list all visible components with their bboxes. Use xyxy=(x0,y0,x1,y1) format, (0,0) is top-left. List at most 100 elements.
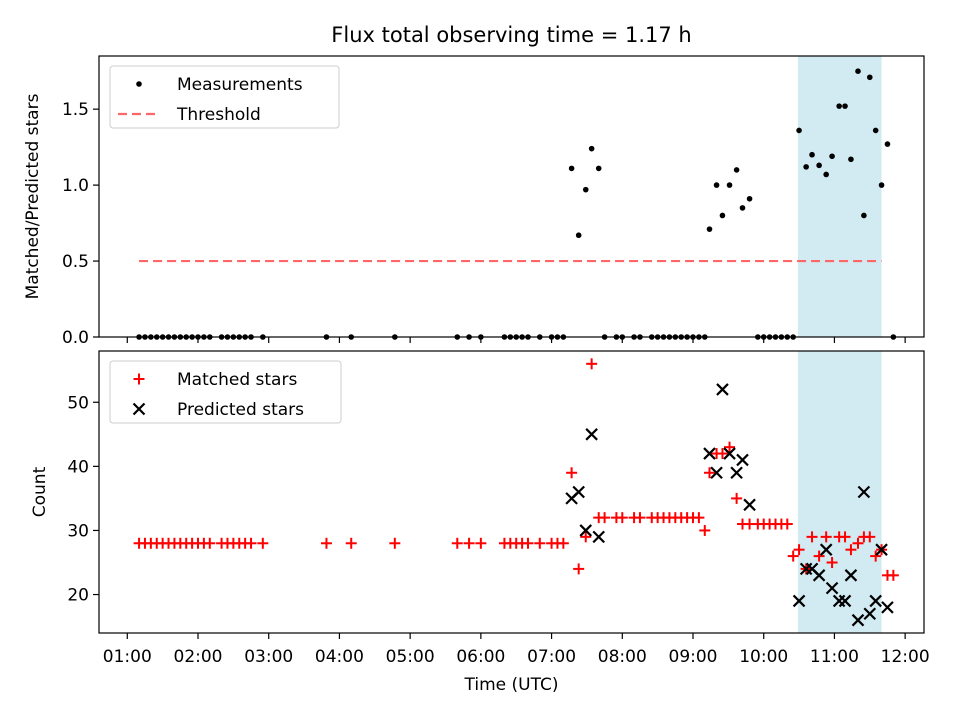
legend-marker xyxy=(132,402,146,416)
data-point-stroke xyxy=(743,498,756,512)
legend-box xyxy=(109,65,340,129)
data-point xyxy=(599,512,611,524)
data-point xyxy=(826,557,838,568)
data-point xyxy=(703,447,716,460)
data-point xyxy=(836,103,842,109)
data-point xyxy=(733,167,740,173)
y-axis-title: Matched/Predicted stars xyxy=(23,93,43,299)
data-point xyxy=(863,607,877,621)
legend-label: Predicted stars xyxy=(177,400,304,420)
x-tick-label: 02:00 xyxy=(174,647,223,667)
data-point xyxy=(204,537,216,549)
legend-label: Measurements xyxy=(177,75,303,95)
x-tick-label: 07:00 xyxy=(527,647,576,667)
data-point-stroke xyxy=(572,485,585,499)
data-point xyxy=(787,550,799,562)
data-point xyxy=(693,512,705,524)
x-axis-title: Time (UTC) xyxy=(464,675,559,695)
data-point xyxy=(582,186,589,193)
y-axis-title: Count xyxy=(30,466,50,517)
data-point-stroke xyxy=(869,594,882,608)
data-point xyxy=(746,195,753,202)
data-point xyxy=(796,127,802,134)
data-point xyxy=(634,512,646,524)
data-point xyxy=(845,544,857,556)
data-point xyxy=(716,383,729,396)
data-point xyxy=(475,537,487,549)
x-tick-label: 09:00 xyxy=(669,647,718,667)
data-point xyxy=(848,156,854,163)
data-point xyxy=(872,127,879,134)
data-point xyxy=(812,569,826,582)
data-point-stroke xyxy=(792,594,806,608)
data-point-stroke xyxy=(585,428,598,441)
data-point xyxy=(844,569,858,582)
data-point xyxy=(851,613,865,627)
top-panel: 0.0 0.5 1.0 1.5 Matched/Predicted stars Flux … xyxy=(23,23,925,348)
data-point xyxy=(716,448,728,460)
data-point xyxy=(572,485,585,499)
data-point xyxy=(451,537,463,549)
data-point xyxy=(616,512,628,524)
data-point xyxy=(573,563,585,575)
data-point xyxy=(726,182,733,188)
data-point xyxy=(245,537,257,549)
data-point xyxy=(585,428,598,441)
highlight-span xyxy=(797,351,882,633)
data-point xyxy=(710,466,723,480)
data-point xyxy=(257,537,269,549)
data-point xyxy=(345,537,357,549)
chart-title: Flux total observing time = 1.17 h xyxy=(331,23,691,47)
data-point-stroke xyxy=(875,543,888,556)
y-tick-label: 40 xyxy=(67,457,89,477)
data-point xyxy=(881,601,894,614)
x-tick-label: 11:00 xyxy=(810,647,859,667)
data-point xyxy=(806,531,818,543)
data-point xyxy=(819,543,833,556)
data-point xyxy=(739,205,746,211)
data-point xyxy=(557,537,569,549)
y-tick-label: 1.0 xyxy=(62,176,89,196)
data-point xyxy=(706,226,713,232)
data-point xyxy=(864,531,876,543)
data-point xyxy=(704,467,715,479)
data-point xyxy=(743,498,756,512)
data-point xyxy=(588,145,595,152)
data-point xyxy=(816,162,822,169)
data-point xyxy=(875,543,888,556)
data-point-stroke xyxy=(851,613,865,627)
data-point xyxy=(699,524,711,536)
y-tick-label: 0.0 xyxy=(62,328,89,348)
data-point xyxy=(825,581,839,595)
legend-label: Threshold xyxy=(176,105,261,125)
data-point-stroke xyxy=(863,607,877,621)
data-point xyxy=(878,182,885,188)
data-point xyxy=(575,232,582,239)
data-point-stroke xyxy=(592,530,605,544)
y-tick-label: 1.5 xyxy=(62,100,89,120)
legend-box xyxy=(109,360,342,424)
data-point xyxy=(534,537,546,549)
data-point xyxy=(463,537,475,549)
x-tick-label: 03:00 xyxy=(244,647,293,667)
legend: Matched stars Predicted stars xyxy=(109,360,342,424)
y-tick-label: 20 xyxy=(67,586,89,606)
y-tick-label: 30 xyxy=(67,521,89,541)
x-tick-label: 05:00 xyxy=(386,647,435,667)
data-point xyxy=(724,441,736,453)
data-point-stroke xyxy=(710,466,723,480)
data-point-stroke xyxy=(857,485,871,499)
data-point xyxy=(586,358,598,370)
data-point xyxy=(320,537,332,549)
data-point xyxy=(566,467,578,479)
data-point xyxy=(736,453,749,467)
data-point xyxy=(568,165,575,172)
data-point xyxy=(842,103,848,109)
data-point xyxy=(870,550,882,562)
data-point-stroke xyxy=(579,524,593,537)
x-tick-label: 04:00 xyxy=(315,647,364,667)
data-point xyxy=(580,531,592,543)
bottom-panel: 20 30 40 50 01:00 02:00 03:00 04:00 05:00 06:00 07… xyxy=(30,350,930,695)
